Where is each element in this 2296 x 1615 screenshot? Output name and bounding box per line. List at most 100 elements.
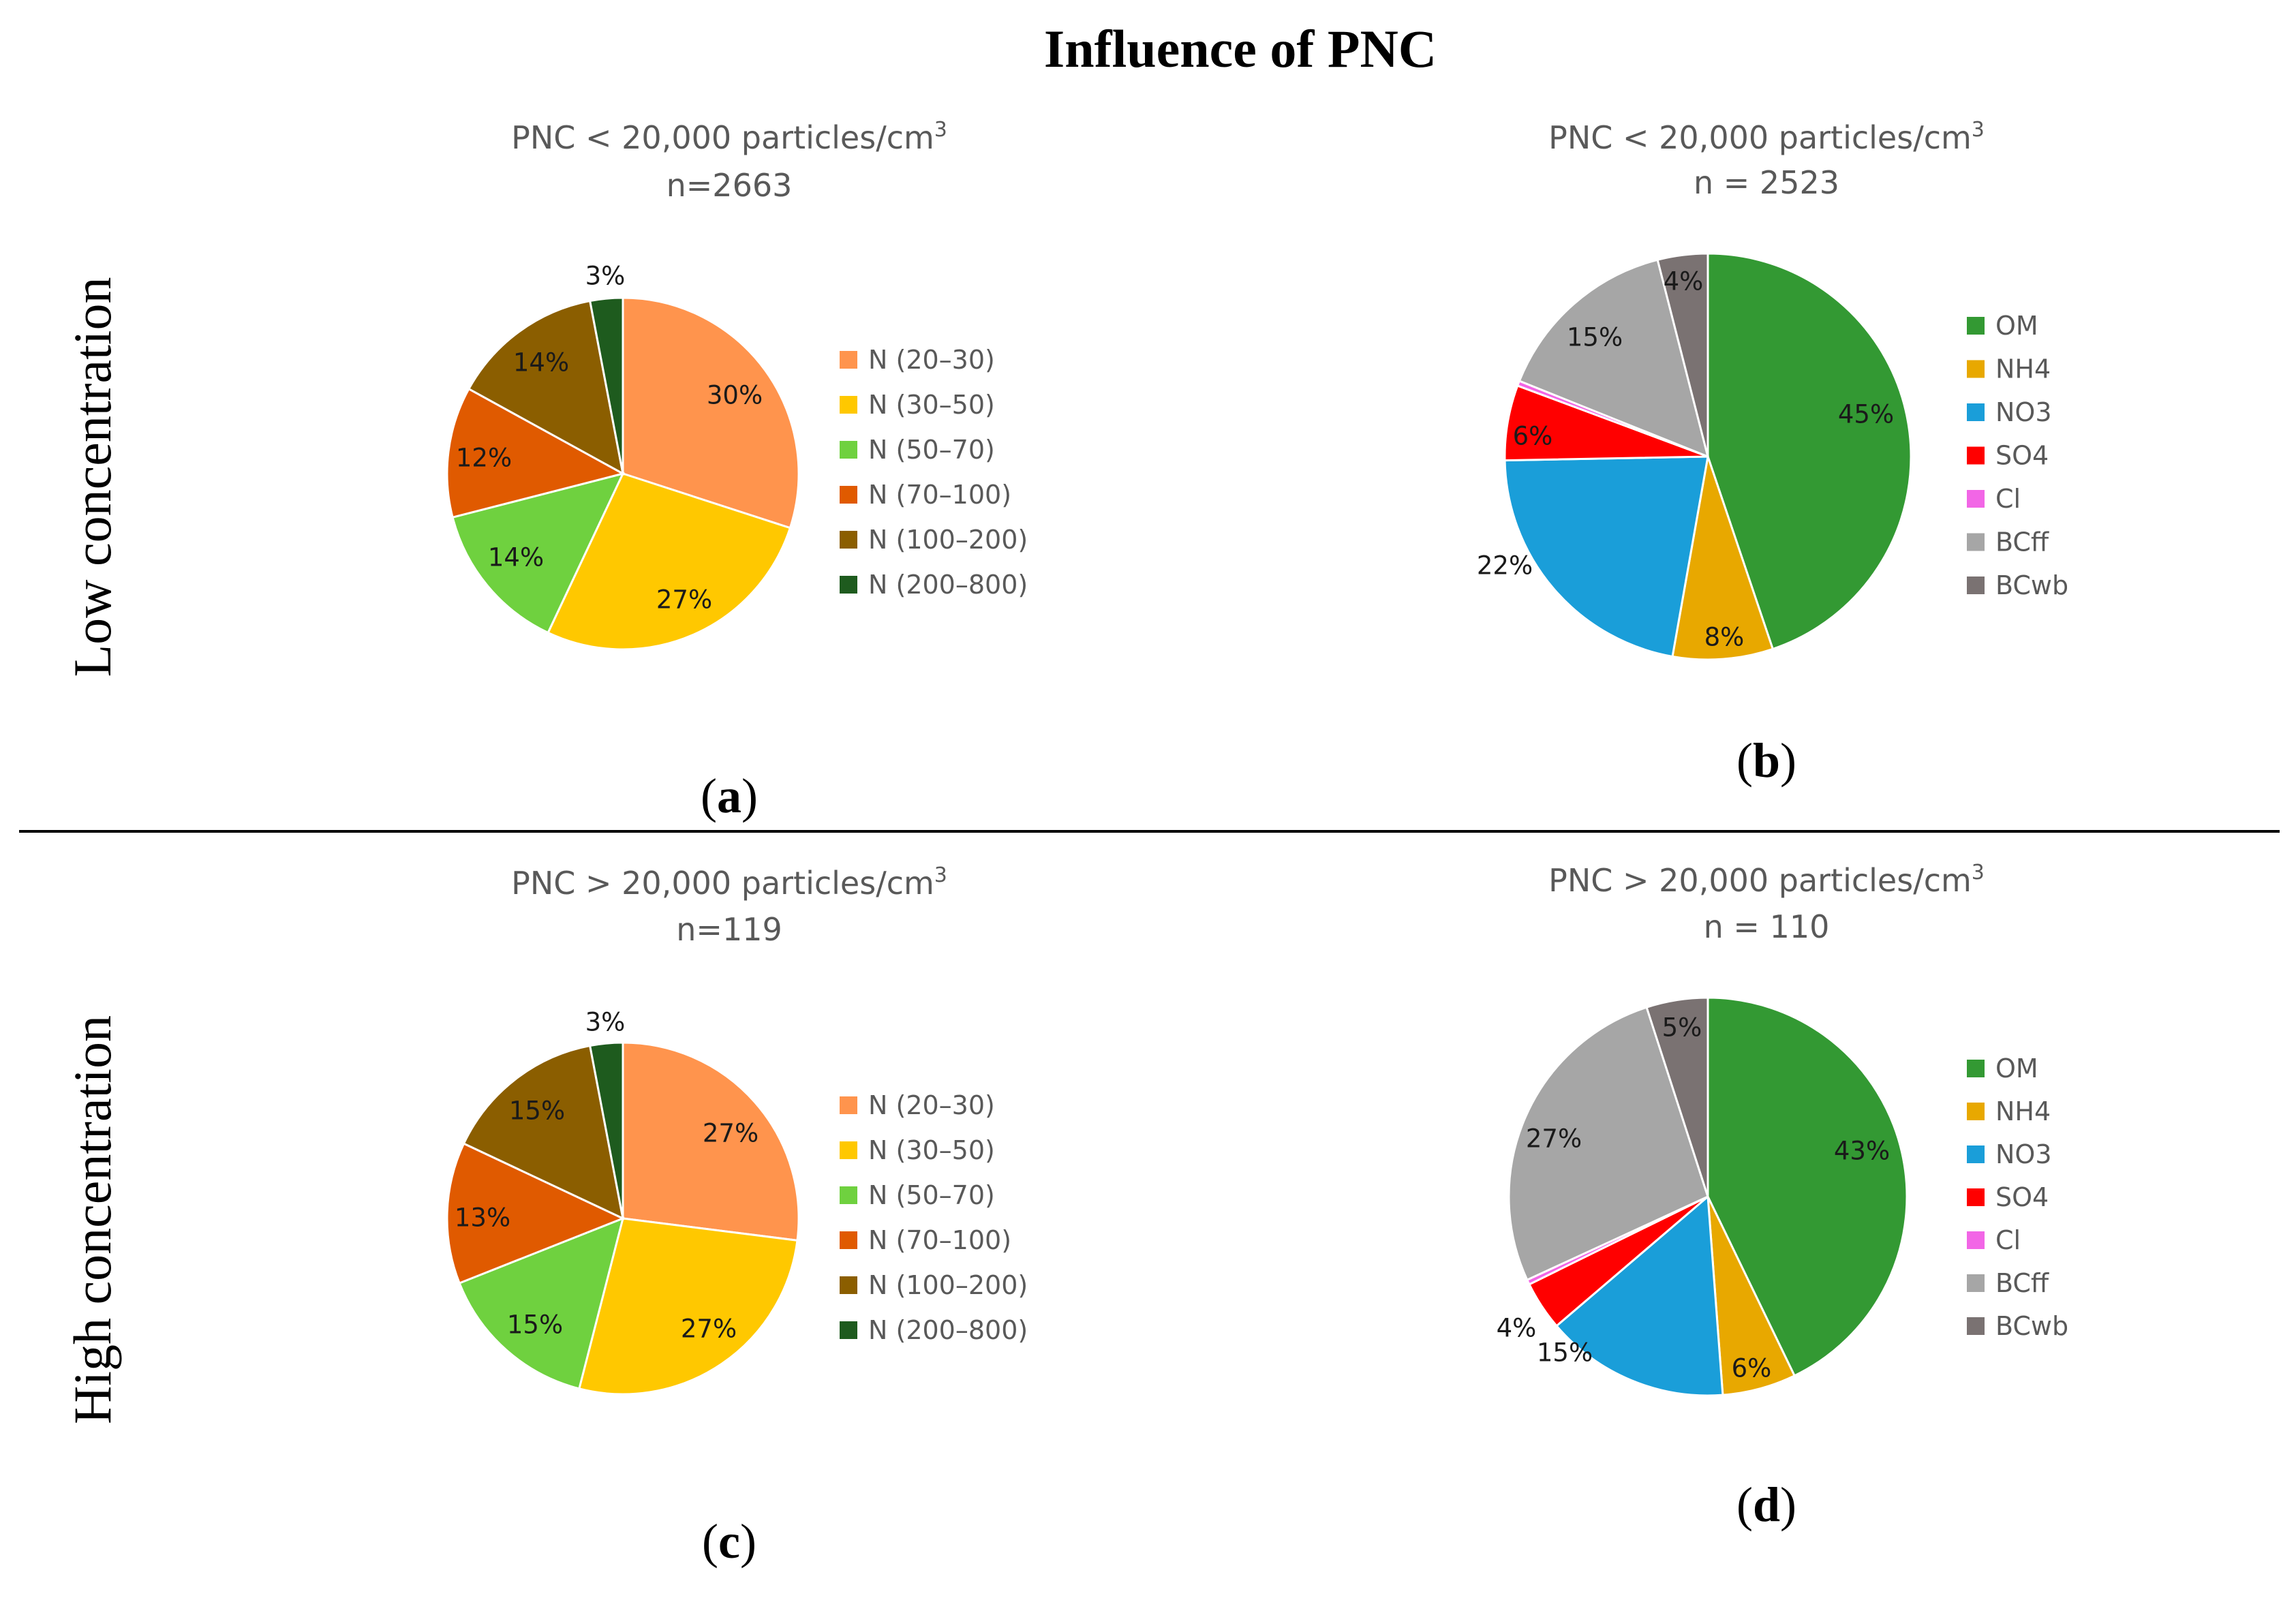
panel-letter: (b) — [1736, 733, 1796, 788]
legend-label: N (50–70) — [868, 435, 995, 465]
legend-swatch — [1967, 1274, 1985, 1292]
pie-slice-n-30-50 — [547, 472, 792, 651]
slice-label: 3% — [585, 1008, 626, 1037]
pie-slice-n-70-100 — [446, 387, 626, 519]
row-label-high: High concentration — [63, 1015, 122, 1424]
legend-label: N (200–800) — [868, 570, 1028, 600]
pie-slice-om — [1706, 996, 1908, 1377]
legend-swatch — [840, 1141, 857, 1159]
legend-label: N (100–200) — [868, 1270, 1028, 1300]
pie-slice-n-200-800 — [588, 296, 624, 474]
slice-label: 15% — [507, 1310, 563, 1340]
pie-slice-n-50-70 — [451, 472, 625, 634]
pie-slice-n-200-800 — [588, 1041, 624, 1219]
row-label-low: Low concentration — [63, 277, 122, 677]
legend-swatch — [1967, 1231, 1985, 1249]
slice-label: 12% — [456, 444, 512, 473]
pie-slice-n-20-30 — [622, 1041, 800, 1242]
legend-swatch — [840, 1321, 857, 1339]
legend-label: BCwb — [1995, 570, 2068, 600]
legend-label: NH4 — [1995, 1096, 2051, 1126]
legend-swatch — [1967, 533, 1985, 551]
legend-swatch — [840, 1096, 857, 1114]
slice-label: 27% — [703, 1119, 759, 1148]
pie-panel-c: PNC > 20,000 particles/cm3 n=119 27% 27% 15%… — [446, 863, 1028, 1569]
slice-label: 5% — [1662, 1013, 1702, 1043]
legend-label: N (70–100) — [868, 480, 1011, 510]
legend-label: NO3 — [1995, 1139, 2052, 1169]
legend-swatch — [1967, 1145, 1985, 1163]
legend-swatch — [840, 396, 857, 414]
panel-subtitle: n=119 — [676, 911, 782, 948]
slice-label: 45% — [1838, 400, 1894, 429]
pie-slice-n-50-70 — [458, 1216, 625, 1390]
slice-label: 43% — [1834, 1137, 1890, 1166]
legend-swatch — [1967, 360, 1985, 378]
pie-slice-n-70-100 — [446, 1142, 626, 1285]
panel-title: PNC > 20,000 particles/cm3 — [1548, 861, 1985, 899]
slice-label: 6% — [1513, 422, 1553, 451]
panel-letter: (d) — [1736, 1477, 1796, 1532]
legend-swatch — [840, 1231, 857, 1249]
panel-letter: (c) — [702, 1514, 756, 1569]
pie-slice-bcwb — [1645, 996, 1709, 1197]
legend-swatch — [1967, 1103, 1985, 1120]
pie-slice-n-100-200 — [467, 299, 625, 476]
panel-title: PNC < 20,000 particles/cm3 — [511, 118, 947, 156]
legend-label: Cl — [1995, 1225, 2021, 1255]
slice-label: 15% — [1537, 1338, 1593, 1368]
pie-panel-a: PNC < 20,000 particles/cm3 n=2663 30% 27% 14… — [446, 118, 1028, 823]
slice-label: 3% — [585, 262, 626, 291]
panel-title: PNC < 20,000 particles/cm3 — [1548, 118, 1985, 156]
legend-swatch — [1967, 1317, 1985, 1335]
pie-slice-n-30-50 — [578, 1217, 799, 1396]
legend-label: N (20–30) — [868, 1090, 995, 1120]
slice-label: 13% — [455, 1203, 510, 1233]
pie-slice-no3 — [1503, 455, 1709, 658]
slice-label: 15% — [509, 1096, 565, 1126]
pie-slice-n-100-200 — [462, 1044, 625, 1220]
panel-subtitle: n=2663 — [667, 167, 793, 204]
legend-swatch — [1967, 490, 1985, 508]
slice-label: 14% — [513, 348, 569, 378]
legend-label: NO3 — [1995, 397, 2052, 427]
legend-swatch — [840, 576, 857, 594]
legend-label: N (50–70) — [868, 1180, 995, 1210]
panels: PNC < 20,000 particles/cm3 n=2663 30% 27% 14… — [446, 118, 2068, 1569]
slice-label: 6% — [1732, 1354, 1772, 1383]
pie-slice-no3 — [1555, 1194, 1724, 1397]
slice-label: 27% — [656, 585, 712, 615]
legend-swatch — [840, 486, 857, 504]
pie-slice-bcff — [1507, 1006, 1709, 1282]
pie-slice-nh4 — [1671, 456, 1775, 661]
slice-label: 27% — [1526, 1124, 1582, 1154]
legend-swatch — [1967, 576, 1985, 594]
legend-label: N (200–800) — [868, 1315, 1028, 1345]
panel-subtitle: n = 110 — [1704, 908, 1830, 945]
legend-label: N (70–100) — [868, 1225, 1011, 1255]
slice-label: 4% — [1664, 267, 1704, 296]
slice-label: 27% — [681, 1314, 737, 1344]
pie-panel-d: PNC > 20,000 particles/cm3 n = 110 43% 6% 15… — [1497, 861, 2068, 1532]
legend-label: N (20–30) — [868, 345, 995, 375]
legend-label: SO4 — [1995, 441, 2049, 471]
pie-slice-n-20-30 — [622, 296, 800, 529]
legend-label: Cl — [1995, 484, 2021, 514]
slice-label: 22% — [1477, 551, 1533, 581]
legend-swatch — [840, 531, 857, 549]
legend-label: BCff — [1995, 527, 2049, 557]
panel-letter: (a) — [701, 769, 758, 823]
legend-label: N (100–200) — [868, 525, 1028, 555]
main-title: Influence of PNC — [1044, 19, 1437, 78]
legend-swatch — [840, 1276, 857, 1294]
legend-label: BCff — [1995, 1268, 2049, 1298]
slice-label: 15% — [1567, 323, 1623, 352]
slice-label: 8% — [1704, 623, 1745, 652]
pie-slice-bcff — [1518, 258, 1710, 459]
legend-label: BCwb — [1995, 1311, 2068, 1341]
pie-slice-om — [1706, 252, 1912, 651]
slice-label: 4% — [1497, 1314, 1537, 1343]
pie-slice-bcwb — [1656, 252, 1709, 457]
slice-label: 14% — [488, 543, 544, 572]
